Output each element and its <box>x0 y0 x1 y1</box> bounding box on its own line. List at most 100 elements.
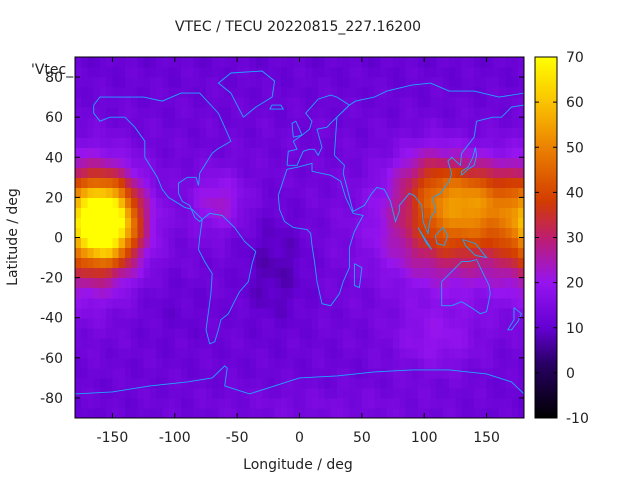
heatmap-cell <box>249 307 257 319</box>
heatmap-cell <box>393 287 400 299</box>
heatmap-cell <box>343 137 350 148</box>
heatmap-cell <box>93 77 101 88</box>
heatmap-cell <box>368 227 375 239</box>
heatmap-cell <box>230 337 238 349</box>
heatmap-cell <box>505 317 513 329</box>
heatmap-cell <box>499 347 506 359</box>
heatmap-cell <box>480 87 488 98</box>
heatmap-cell <box>156 227 163 239</box>
heatmap-cell <box>492 187 500 198</box>
heatmap-cell <box>467 397 475 409</box>
heatmap-cell <box>461 297 469 309</box>
heatmap-cell <box>517 207 525 219</box>
heatmap-cell <box>224 87 232 98</box>
heatmap-cell <box>505 57 513 68</box>
heatmap-cell <box>486 267 494 279</box>
heatmap-cell <box>311 217 319 229</box>
heatmap-cell <box>374 227 382 239</box>
heatmap-cell <box>205 267 213 279</box>
heatmap-cell <box>218 87 226 98</box>
heatmap-cell <box>106 127 114 138</box>
heatmap-cell <box>174 217 182 229</box>
heatmap-cell <box>230 407 238 419</box>
heatmap-cell <box>255 227 263 239</box>
coastline-path <box>417 227 433 250</box>
heatmap-cell <box>212 137 220 148</box>
heatmap-cell <box>199 157 207 168</box>
heatmap-cell <box>499 247 506 259</box>
heatmap-cell <box>143 147 151 158</box>
heatmap-cell <box>193 257 201 269</box>
heatmap-cell <box>467 107 475 118</box>
heatmap-cell <box>156 207 163 219</box>
heatmap-cell <box>324 237 332 249</box>
heatmap-cell <box>393 297 400 309</box>
heatmap-cell <box>181 127 188 138</box>
heatmap-cell <box>480 97 488 108</box>
heatmap-cell <box>517 197 525 209</box>
colorbar <box>535 57 557 418</box>
heatmap-cell <box>386 127 394 138</box>
heatmap-cell <box>205 307 213 319</box>
heatmap-cell <box>112 107 120 118</box>
heatmap-cell <box>417 257 425 269</box>
heatmap-cell <box>386 327 394 339</box>
heatmap-cell <box>424 167 432 178</box>
heatmap-cell <box>405 317 413 329</box>
heatmap-cell <box>181 387 188 399</box>
heatmap-cell <box>293 317 301 329</box>
heatmap-cell <box>243 337 251 349</box>
heatmap-cell <box>262 307 269 319</box>
heatmap-cell <box>318 197 326 209</box>
heatmap-cell <box>293 207 301 219</box>
heatmap-cell <box>411 367 419 379</box>
heatmap-cell <box>243 287 251 299</box>
heatmap-cell <box>181 67 188 78</box>
heatmap-cell <box>455 97 463 108</box>
heatmap-cell <box>205 257 213 269</box>
heatmap-cell <box>492 147 500 158</box>
heatmap-cell <box>455 307 463 319</box>
heatmap-cell <box>287 237 294 249</box>
heatmap-cell <box>424 117 432 128</box>
heatmap-cell <box>143 407 151 419</box>
heatmap-cell <box>505 237 513 249</box>
heatmap-cell <box>442 287 450 299</box>
heatmap-cell <box>118 57 126 68</box>
heatmap-cell <box>411 117 419 128</box>
heatmap-cell <box>399 67 407 78</box>
heatmap-cell <box>187 337 195 349</box>
heatmap-cell <box>343 347 350 359</box>
heatmap-cell <box>249 257 257 269</box>
heatmap-cell <box>492 197 500 209</box>
coastline-path <box>198 212 257 345</box>
heatmap-cell <box>417 97 425 108</box>
heatmap-cell <box>162 147 170 158</box>
heatmap-cell <box>224 297 232 309</box>
heatmap-cell <box>205 387 213 399</box>
heatmap-cell <box>511 327 519 339</box>
heatmap-cell <box>399 157 407 168</box>
heatmap-cell <box>305 287 313 299</box>
heatmap-cell <box>442 387 450 399</box>
heatmap-cell <box>93 167 101 178</box>
heatmap-cell <box>199 137 207 148</box>
heatmap-cell <box>149 217 157 229</box>
heatmap-cell <box>442 157 450 168</box>
heatmap-cell <box>131 147 138 158</box>
heatmap-cell <box>299 337 307 349</box>
heatmap-cell <box>124 237 132 249</box>
heatmap-cell <box>218 77 226 88</box>
heatmap-cell <box>124 407 132 419</box>
heatmap-cell <box>517 147 525 158</box>
heatmap-cell <box>517 347 525 359</box>
heatmap-cell <box>143 377 151 389</box>
heatmap-cell <box>424 297 432 309</box>
heatmap-cell <box>181 77 188 88</box>
heatmap-cell <box>156 57 163 68</box>
heatmap-cell <box>205 187 213 198</box>
heatmap-cell <box>199 327 207 339</box>
heatmap-cell <box>174 307 182 319</box>
heatmap-cell <box>305 367 313 379</box>
heatmap-cell <box>187 287 195 299</box>
